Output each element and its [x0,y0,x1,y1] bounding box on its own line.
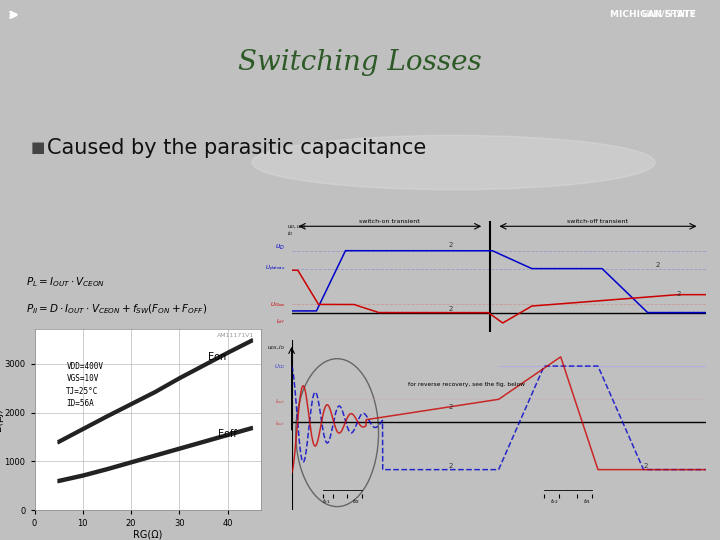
Text: $u_{DS}, i_D$: $u_{DS}, i_D$ [267,343,285,352]
Text: switch-on transient: switch-on transient [359,219,419,224]
Text: Switching Losses: Switching Losses [238,49,482,76]
Text: $U_{DD}$: $U_{DD}$ [274,362,285,370]
Text: 2: 2 [449,463,454,469]
Text: 2: 2 [449,242,454,248]
Text: switch-off transient: switch-off transient [567,219,629,224]
Text: Eoff: Eoff [218,429,237,439]
Text: ■: ■ [30,140,45,156]
Text: $I_{off}$: $I_{off}$ [276,317,285,326]
Text: $t_{r2}$: $t_{r2}$ [550,497,559,506]
Text: Caused by the parasitic capacitance: Caused by the parasitic capacitance [47,138,426,158]
Text: 2: 2 [677,291,681,296]
Text: MICHIGAN STATE: MICHIGAN STATE [611,10,696,19]
Text: $P_{II} = D \cdot I_{OUT} \cdot V_{CEON} + f_{SW}(F_{ON} + F_{OFF})$: $P_{II} = D \cdot I_{OUT} \cdot V_{CEON}… [26,302,207,316]
Y-axis label: E(μJ): E(μJ) [0,408,3,431]
Text: $u_D$: $u_D$ [276,243,285,252]
Text: $I_{out}$: $I_{out}$ [275,419,285,428]
X-axis label: RG(Ω): RG(Ω) [133,530,163,539]
Text: 2: 2 [644,463,648,469]
Text: 2: 2 [449,403,454,410]
Text: VDD=400V
VGS=10V
TJ=25°C
ID=56A: VDD=400V VGS=10V TJ=25°C ID=56A [66,362,103,408]
Text: $t_{r1}$: $t_{r1}$ [323,497,331,506]
Text: $I_{out}$: $I_{out}$ [275,397,285,406]
Text: $U_{plateau}$: $U_{plateau}$ [265,264,285,274]
Text: $U_{Glow}$: $U_{Glow}$ [270,300,285,309]
Text: $u_D, u_{GS}$: $u_D, u_{GS}$ [287,223,307,231]
Text: $t_{f2}$: $t_{f2}$ [351,497,360,506]
Text: $i_D$: $i_D$ [287,230,294,239]
Text: UNIVERSITY: UNIVERSITY [611,10,696,19]
Text: 2: 2 [656,262,660,268]
Text: Eon: Eon [208,352,227,362]
Circle shape [252,136,655,190]
Text: for reverse recovery, see the fig. below: for reverse recovery, see the fig. below [408,382,524,387]
Text: 2: 2 [449,306,454,312]
Text: AM11171V1: AM11171V1 [217,333,255,338]
Text: $P_L = I_{OUT} \cdot V_{CEON}$: $P_L = I_{OUT} \cdot V_{CEON}$ [26,275,105,289]
Text: $t_{f1}$: $t_{f1}$ [583,497,592,506]
